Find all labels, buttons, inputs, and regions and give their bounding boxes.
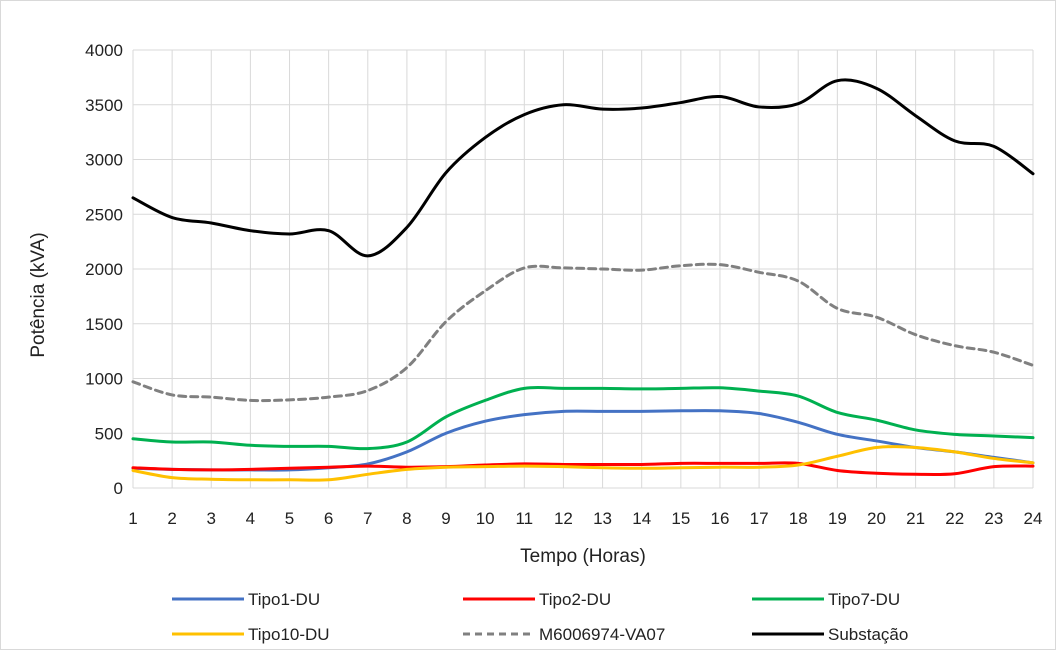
y-tick-label: 3000 [85,151,123,170]
x-tick-label: 21 [906,509,925,528]
series-lines [131,78,1035,482]
legend-label: Tipo10-DU [248,625,330,644]
x-tick-label: 8 [402,509,411,528]
x-tick-label: 2 [167,509,176,528]
x-tick-label: 10 [476,509,495,528]
x-tick-label: 3 [207,509,216,528]
x-tick-label: 12 [554,509,573,528]
x-tick-label: 9 [441,509,450,528]
legend-item: Tipo7-DU [752,590,900,609]
series-line-tipo10-du [131,445,1035,482]
y-tick-label: 1500 [85,315,123,334]
legend-item: Tipo1-DU [172,590,320,609]
x-axis-tick-labels: 1 2 3 4 5 6 7 8 9 10 11 12 13 14 15 16 17 18 19 20 21 22 23 24 [128,509,1042,528]
y-axis-tick-labels: 0 500 1000 1500 2000 2500 3000 3500 4000 [85,41,123,498]
legend-label: Tipo7-DU [828,590,900,609]
series-line-m6006974-va07 [131,262,1035,403]
y-tick-label: 500 [95,424,123,443]
legend-item: Substação [752,625,908,644]
x-tick-label: 5 [285,509,294,528]
legend-label: M6006974-VA07 [539,625,665,644]
y-axis-title: Potência (kVA) [28,232,49,357]
legend-label: Tipo2-DU [539,590,611,609]
legend-item: Tipo10-DU [172,625,330,644]
x-tick-label: 19 [828,509,847,528]
x-tick-label: 13 [593,509,612,528]
y-tick-label: 2500 [85,205,123,224]
y-tick-label: 2000 [85,260,123,279]
x-tick-label: 4 [246,509,255,528]
grid-lines [132,49,1034,489]
x-tick-label: 17 [750,509,769,528]
x-tick-label: 16 [710,509,729,528]
x-tick-label: 23 [984,509,1003,528]
x-tick-label: 7 [363,509,372,528]
y-tick-label: 1000 [85,370,123,389]
series-line-tipo7-du [131,385,1035,451]
x-tick-label: 22 [945,509,964,528]
x-tick-label: 11 [515,509,533,528]
x-tick-label: 15 [671,509,690,528]
legend-item: Tipo2-DU [463,590,611,609]
series-line-substa-o [131,78,1035,258]
x-tick-label: 14 [632,509,651,528]
x-tick-label: 18 [789,509,808,528]
y-tick-label: 0 [114,479,123,498]
x-tick-label: 1 [128,509,137,528]
legend: Tipo1-DU Tipo2-DU Tipo7-DU Tipo10-DU M600697… [172,590,908,644]
series-line-tipo1-du [131,409,1035,472]
x-tick-label: 6 [324,509,333,528]
x-tick-label: 24 [1024,509,1043,528]
y-tick-label: 3500 [85,96,123,115]
y-tick-label: 4000 [85,41,123,60]
legend-item: M6006974-VA07 [463,625,665,644]
x-tick-label: 20 [867,509,886,528]
legend-label: Substação [828,625,908,644]
series-line-tipo2-du [131,461,1035,477]
x-axis-title: Tempo (Horas) [520,546,646,567]
legend-label: Tipo1-DU [248,590,320,609]
